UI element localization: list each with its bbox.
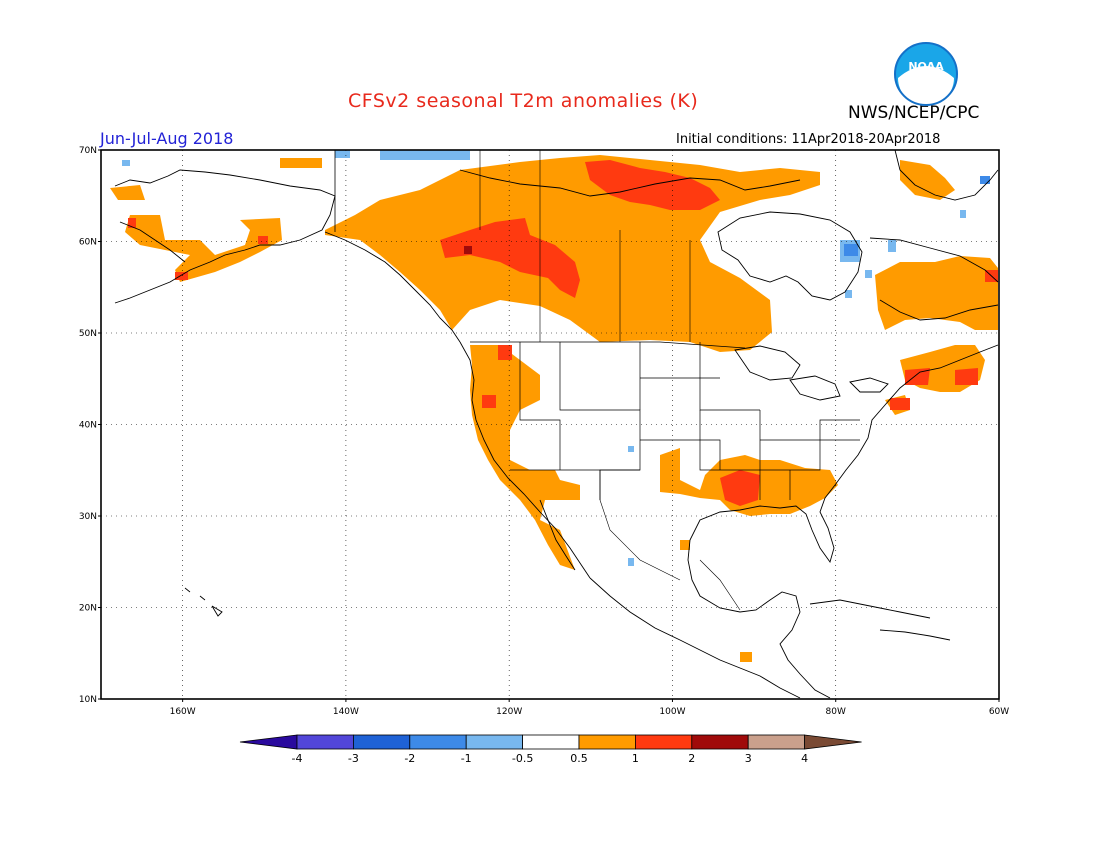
colorbar-label: -1	[461, 752, 472, 765]
noaa-logo-text: NOAA	[908, 60, 944, 73]
anomaly-region	[175, 272, 188, 280]
colorbar-box	[296, 734, 354, 750]
anomaly-region	[258, 236, 268, 244]
lon-label: 140W	[333, 707, 359, 717]
initial-conditions: Initial conditions: 11Apr2018-20Apr2018	[676, 132, 941, 147]
anomaly-region	[122, 160, 130, 166]
colorbar-label: -2	[404, 752, 415, 765]
anomaly-region	[335, 150, 350, 158]
anomaly-region	[720, 470, 760, 506]
anomaly-region	[680, 540, 690, 550]
lat-label: 40N	[79, 421, 97, 431]
lon-label: 160W	[170, 707, 196, 717]
anomaly-region	[110, 185, 145, 200]
colorbar-arrow-right	[804, 734, 862, 750]
lat-label: 10N	[79, 695, 97, 705]
colorbar-label: 1	[632, 752, 639, 765]
anomaly-region	[865, 270, 872, 278]
colorbar-box	[409, 734, 467, 750]
anomaly-region	[740, 652, 752, 662]
lat-label: 70N	[79, 146, 97, 156]
colorbar-label: 3	[745, 752, 752, 765]
anomaly-region	[280, 158, 322, 168]
latitude-labels: 70N 60N 50N 40N 30N 20N 10N	[79, 146, 101, 705]
lat-label: 30N	[79, 512, 97, 522]
anomaly-region	[498, 345, 512, 360]
anomaly-shading	[110, 150, 998, 662]
lon-label: 60W	[989, 707, 1009, 717]
coastlines	[114, 149, 999, 699]
map-title: CFSv2 seasonal T2m anomalies (K)	[348, 90, 699, 112]
anomaly-region	[470, 345, 580, 570]
anomaly-region	[844, 244, 858, 256]
lon-label: 100W	[659, 707, 685, 717]
colorbar-box	[352, 734, 411, 750]
colorbar-label: -4	[292, 752, 303, 765]
anomaly-region	[128, 218, 136, 228]
anomaly-region	[325, 155, 820, 352]
forecast-period: Jun-Jul-Aug 2018	[100, 129, 234, 148]
colorbar-label: -0.5	[512, 752, 533, 765]
anomaly-region	[628, 446, 634, 452]
anomaly-region	[464, 246, 472, 254]
anomaly-region	[905, 368, 930, 385]
colorbar-arrow-left	[239, 734, 298, 750]
anomaly-region	[890, 398, 910, 410]
anomaly-region	[380, 150, 470, 160]
lon-label: 120W	[496, 707, 522, 717]
anomaly-region	[888, 240, 896, 252]
lat-label: 20N	[79, 604, 97, 614]
colorbar-label: 4	[801, 752, 808, 765]
anomaly-region	[125, 215, 282, 282]
colorbar-label: -3	[348, 752, 359, 765]
anomaly-region	[628, 558, 634, 566]
anomaly-region	[900, 160, 955, 200]
anomaly-region	[845, 290, 852, 298]
colorbar-box	[578, 734, 636, 750]
colorbar-label: 0.5	[570, 752, 588, 765]
longitude-labels: 160W 140W 120W 100W 80W 60W	[170, 699, 1009, 717]
anomaly-region	[955, 368, 978, 385]
colorbar-box	[691, 734, 749, 750]
lat-label: 50N	[79, 329, 97, 339]
anomaly-region	[960, 210, 966, 218]
anomaly-region	[980, 176, 990, 184]
organization-label: NWS/NCEP/CPC	[848, 103, 980, 123]
colorbar-box	[522, 734, 580, 750]
colorbar-box	[747, 734, 806, 750]
colorbar-box	[465, 734, 524, 750]
colorbar-label: 2	[688, 752, 695, 765]
anomaly-region	[875, 256, 998, 330]
noaa-logo: NOAA	[894, 42, 958, 106]
lon-label: 80W	[826, 707, 846, 717]
anomaly-region	[482, 395, 496, 408]
colorbar-box	[635, 734, 693, 750]
anomaly-region	[440, 218, 580, 298]
lat-label: 60N	[79, 238, 97, 248]
colorbar: -4 -3 -2 -1 -0.5 0.5 1 2 3 4	[239, 734, 862, 765]
